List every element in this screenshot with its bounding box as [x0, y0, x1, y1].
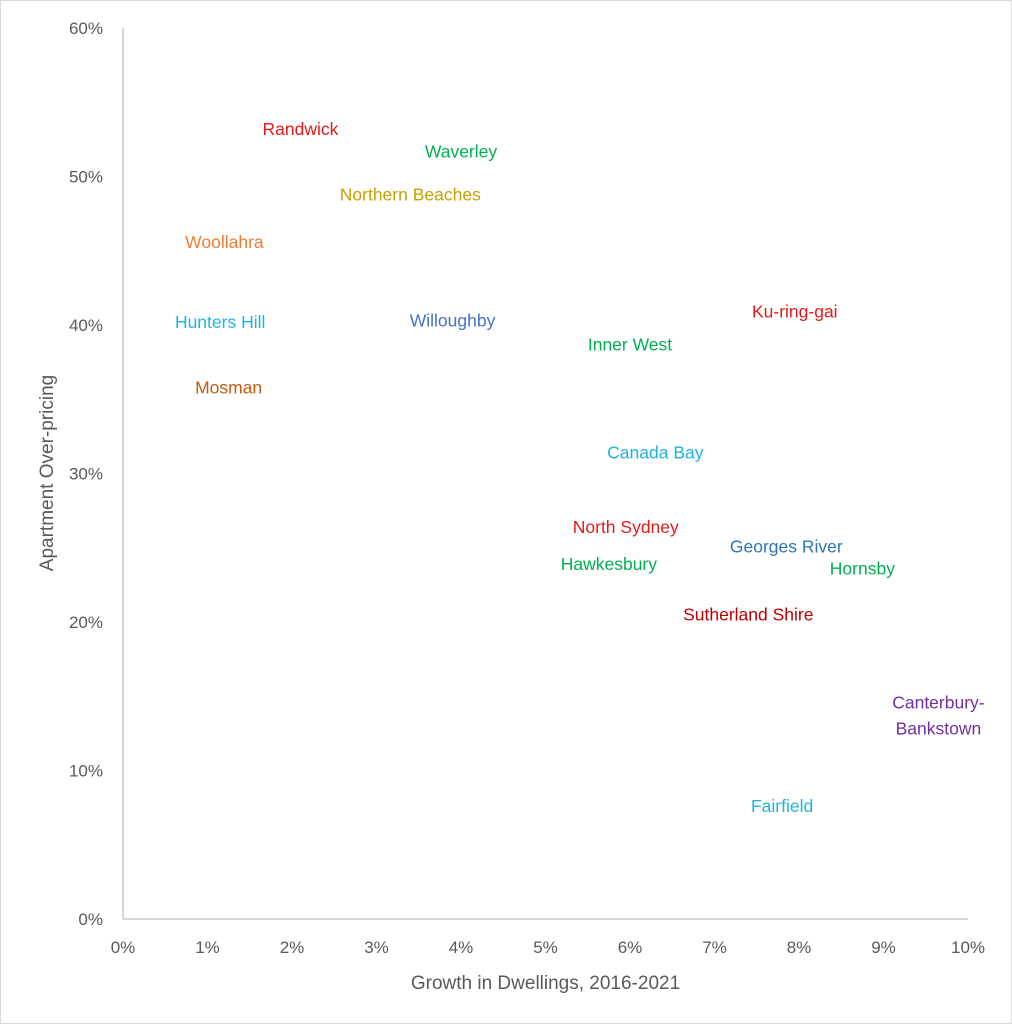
- data-point-label: Willoughby: [410, 311, 496, 331]
- x-tick-label: 4%: [449, 938, 474, 957]
- x-tick-label: 7%: [702, 938, 727, 957]
- data-point-label: Woollahra: [185, 232, 264, 252]
- data-point-label: Hornsby: [830, 559, 895, 579]
- x-tick-labels: 0% 1% 2% 3% 4% 5% 6% 7% 8% 9% 10%: [111, 938, 985, 957]
- data-point-label: Sutherland Shire: [683, 605, 813, 625]
- x-tick-label: 2%: [280, 938, 305, 957]
- y-tick-labels: 0% 10% 20% 30% 40% 50% 60%: [69, 19, 103, 929]
- y-tick-label: 40%: [69, 316, 103, 335]
- data-point-label: Canada Bay: [607, 443, 704, 463]
- x-tick-label: 1%: [195, 938, 220, 957]
- y-tick-label: 10%: [69, 762, 103, 781]
- data-point-label: Fairfield: [751, 796, 813, 816]
- data-point-label: North Sydney: [573, 517, 679, 537]
- y-axis-title: Apartment Over-pricing: [37, 375, 58, 571]
- y-tick-label: 30%: [69, 465, 103, 484]
- x-tick-label: 10%: [951, 938, 985, 957]
- y-tick-label: 0%: [78, 910, 103, 929]
- data-point-label: Hunters Hill: [175, 312, 265, 332]
- x-tick-label: 9%: [871, 938, 896, 957]
- x-tick-label: 8%: [787, 938, 812, 957]
- data-point-label: Hawkesbury: [561, 554, 658, 574]
- x-axis-title: Growth in Dwellings, 2016-2021: [411, 973, 680, 994]
- y-tick-label: 50%: [69, 168, 103, 187]
- y-tick-label: 60%: [69, 19, 103, 38]
- data-point-label: Canterbury-Bankstown: [892, 693, 985, 739]
- data-point-label: Randwick: [263, 119, 339, 139]
- y-tick-label: 20%: [69, 613, 103, 632]
- data-point-label: Inner West: [588, 334, 672, 354]
- data-point-label: Ku-ring-gai: [752, 302, 838, 322]
- data-point-label: Mosman: [195, 377, 262, 397]
- axes: [122, 28, 968, 920]
- data-point-label: Waverley: [425, 141, 498, 161]
- x-tick-label: 6%: [618, 938, 643, 957]
- data-point-label: Northern Beaches: [340, 184, 481, 204]
- data-point-labels: Randwick Waverley Northern Beaches Woollahr…: [175, 119, 985, 816]
- data-point-label: Georges River: [730, 536, 843, 556]
- x-tick-label: 3%: [364, 938, 389, 957]
- x-tick-label: 0%: [111, 938, 136, 957]
- x-tick-label: 5%: [533, 938, 558, 957]
